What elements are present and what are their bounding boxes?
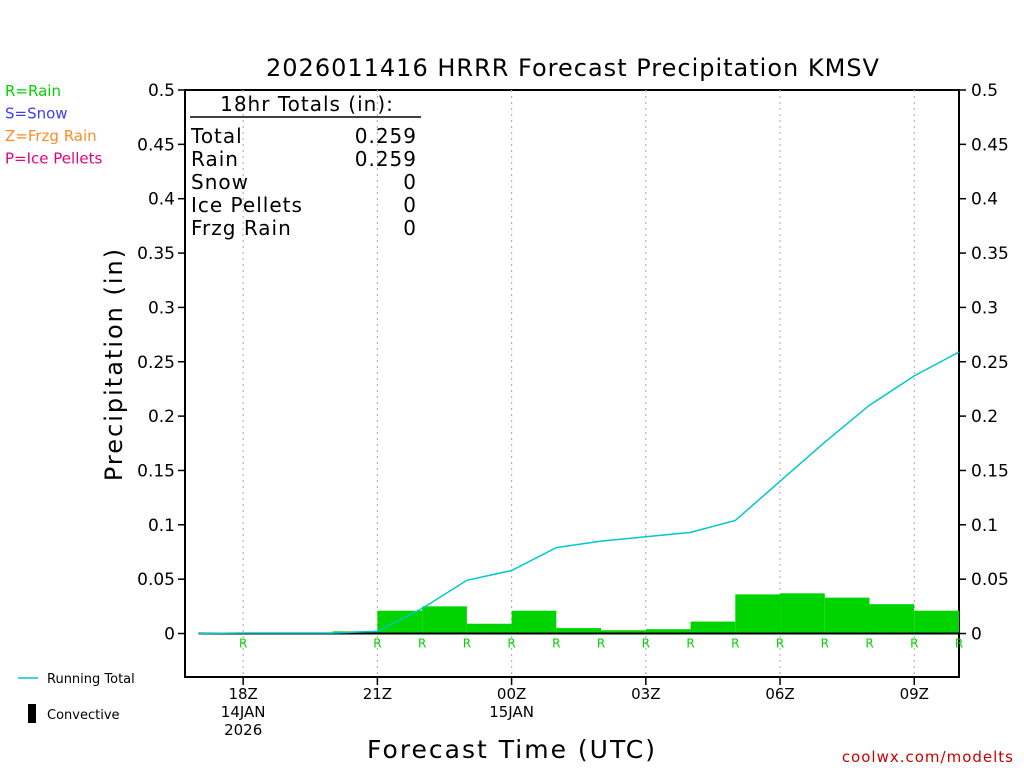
- x-tick-label: 00Z: [497, 685, 526, 703]
- y-tick-label-right: 0.25: [971, 353, 1009, 373]
- y-axis-right: 0 0.05 0.1 0.15 0.2 0.25 0.3 0.35 0.4 0.45 0.5: [959, 81, 1009, 645]
- hourly-bars: [332, 593, 959, 634]
- chart-title: 2026011416 HRRR Forecast Precipitation K…: [266, 54, 880, 82]
- y-tick-label-left: 0.15: [137, 461, 175, 481]
- y-tick-label-right: 0.1: [971, 516, 998, 536]
- y-tick-label-right: 0.3: [971, 298, 998, 318]
- running-total-line: [198, 351, 960, 635]
- totals-row-value: 0.259: [355, 124, 417, 148]
- bottom-legend: Running Total Convective: [18, 672, 135, 723]
- precip-bar: [377, 610, 423, 634]
- precip-type-marker: R: [597, 637, 605, 651]
- y-tick-label-left: 0.1: [148, 516, 175, 536]
- totals-row-value: 0: [403, 193, 417, 217]
- plot-frame: [184, 89, 960, 678]
- y-tick-label-left: 0.05: [137, 570, 175, 590]
- y-tick-label-left: 0.3: [148, 298, 175, 318]
- precip-type-marker: R: [507, 637, 515, 651]
- x-tick-label: 18Z: [228, 685, 257, 703]
- y-axis-label: Precipitation (in): [100, 247, 128, 481]
- y-tick-label-right: 0.15: [971, 461, 1009, 481]
- totals-row-label: Snow: [191, 170, 249, 194]
- y-tick-label-left: 0.35: [137, 244, 175, 264]
- precip-type-marker: R: [776, 637, 784, 651]
- precip-type-marker: R: [865, 637, 873, 651]
- precip-bar: [690, 621, 736, 634]
- totals-row-label: Frzg Rain: [191, 216, 292, 240]
- y-tick-label-right: 0.2: [971, 407, 998, 427]
- x-tick-label: 03Z: [631, 685, 660, 703]
- totals-row-value: 0: [403, 216, 417, 240]
- precip-type-marker: R: [642, 637, 650, 651]
- grid-lines: [242, 90, 915, 677]
- convective-legend-label: Convective: [47, 708, 120, 723]
- totals-row-value: 0: [403, 170, 417, 194]
- precip-type-marker: R: [910, 637, 918, 651]
- totals-row-label: Ice Pellets: [191, 193, 303, 217]
- precip-bar: [511, 610, 557, 634]
- precip-bar: [466, 623, 512, 634]
- convective-legend-swatch: [28, 704, 36, 723]
- precip-bar: [601, 630, 646, 634]
- y-tick-label-left: 0: [164, 625, 175, 645]
- precip-bar: [914, 610, 959, 634]
- precip-bar: [735, 594, 781, 634]
- x-axis-label: Forecast Time (UTC): [367, 735, 657, 764]
- precip-type-legend-item: S=Snow: [5, 105, 68, 123]
- y-tick-label-right: 0.4: [971, 190, 998, 210]
- precip-type-marker: R: [821, 637, 829, 651]
- precip-type-marker: R: [239, 637, 247, 651]
- precip-type-legend-item: R=Rain: [5, 82, 61, 100]
- credit-link[interactable]: coolwx.com/modelts: [842, 748, 1014, 766]
- precip-bar: [556, 628, 602, 634]
- y-tick-label-left: 0.4: [148, 190, 175, 210]
- precip-bar: [869, 604, 915, 634]
- y-tick-label-right: 0.45: [971, 135, 1009, 155]
- y-axis-left: 0 0.05 0.1 0.15 0.2 0.25 0.3 0.35 0.4 0.45 0.5: [137, 81, 185, 645]
- y-tick-label-left: 0.5: [148, 81, 175, 101]
- x-tick-label: 14JAN: [221, 703, 266, 721]
- y-tick-label-left: 0.45: [137, 135, 175, 155]
- totals-row-value: 0.259: [355, 147, 417, 171]
- y-tick-label-right: 0: [971, 625, 982, 645]
- precip-type-marker: R: [955, 637, 963, 651]
- precip-type-marker: R: [552, 637, 560, 651]
- totals-row-label: Rain: [191, 147, 239, 171]
- x-tick-label: 06Z: [765, 685, 794, 703]
- precip-type-legend-item: Z=Frzg Rain: [5, 127, 97, 145]
- running-total-legend-label: Running Total: [47, 672, 135, 687]
- x-tick-label: 09Z: [900, 685, 929, 703]
- y-tick-label-left: 0.2: [148, 407, 175, 427]
- precip-type-marker: R: [731, 637, 739, 651]
- precip-type-marker: R: [463, 637, 471, 651]
- x-tick-label: 2026: [224, 721, 262, 739]
- totals-heading: 18hr Totals (in):: [220, 92, 394, 116]
- precip-type-marker: R: [686, 637, 694, 651]
- precip-bar: [824, 597, 870, 634]
- precip-bar: [780, 593, 825, 634]
- precip-type-marker: R: [373, 637, 381, 651]
- precip-type-legend: R=Rain S=Snow Z=Frzg Rain P=Ice Pellets: [5, 82, 102, 168]
- totals-box: 18hr Totals (in): Total 0.259 Rain 0.259 Sno…: [190, 92, 421, 240]
- y-tick-label-right: 0.35: [971, 244, 1009, 264]
- y-tick-label-left: 0.25: [137, 353, 175, 373]
- precip-type-marker: R: [418, 637, 426, 651]
- y-tick-label-right: 0.05: [971, 570, 1009, 590]
- x-tick-label: 21Z: [363, 685, 392, 703]
- totals-row-label: Total: [190, 124, 243, 148]
- precip-bar: [645, 629, 691, 634]
- y-tick-label-right: 0.5: [971, 81, 998, 101]
- precip-type-legend-item: P=Ice Pellets: [5, 150, 102, 168]
- x-tick-label: 15JAN: [489, 703, 534, 721]
- precip-bar: [422, 606, 467, 634]
